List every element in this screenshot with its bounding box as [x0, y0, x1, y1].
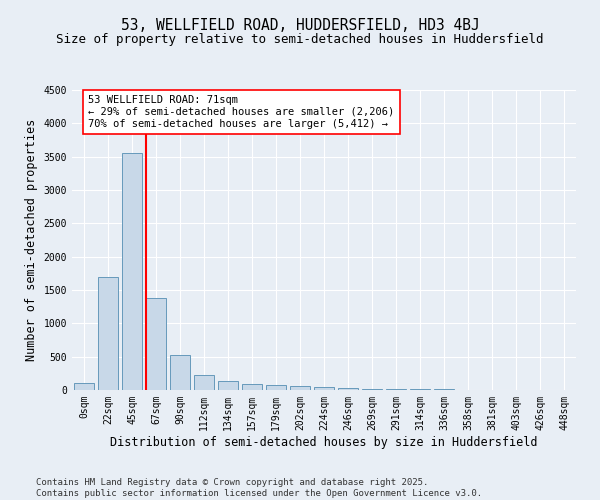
Bar — [170, 354, 190, 390]
Bar — [314, 388, 334, 390]
Bar — [290, 386, 310, 390]
Text: 53, WELLFIELD ROAD, HUDDERSFIELD, HD3 4BJ: 53, WELLFIELD ROAD, HUDDERSFIELD, HD3 4B… — [121, 18, 479, 32]
Y-axis label: Number of semi-detached properties: Number of semi-detached properties — [25, 119, 38, 361]
Text: 53 WELLFIELD ROAD: 71sqm
← 29% of semi-detached houses are smaller (2,206)
70% o: 53 WELLFIELD ROAD: 71sqm ← 29% of semi-d… — [88, 96, 394, 128]
Bar — [194, 374, 214, 390]
Bar — [242, 384, 262, 390]
Bar — [338, 388, 358, 390]
Bar — [74, 384, 94, 390]
Text: Size of property relative to semi-detached houses in Huddersfield: Size of property relative to semi-detach… — [56, 32, 544, 46]
Text: Contains HM Land Registry data © Crown copyright and database right 2025.
Contai: Contains HM Land Registry data © Crown c… — [36, 478, 482, 498]
Bar — [386, 389, 406, 390]
Bar — [98, 276, 118, 390]
Bar — [266, 386, 286, 390]
Bar — [122, 154, 142, 390]
X-axis label: Distribution of semi-detached houses by size in Huddersfield: Distribution of semi-detached houses by … — [110, 436, 538, 448]
Bar — [218, 380, 238, 390]
Bar — [362, 388, 382, 390]
Bar — [146, 298, 166, 390]
